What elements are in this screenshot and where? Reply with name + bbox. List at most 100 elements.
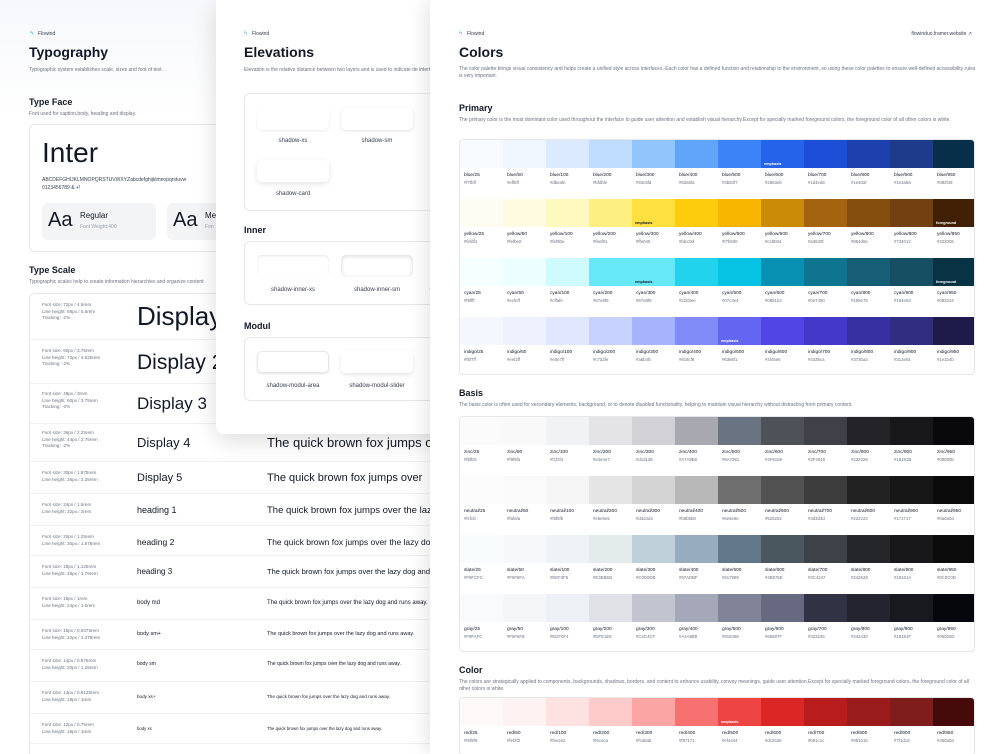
- color-swatch[interactable]: [761, 417, 804, 445]
- color-swatch[interactable]: [890, 258, 933, 286]
- color-swatch[interactable]: emphasis: [632, 258, 675, 286]
- color-swatch[interactable]: [546, 258, 589, 286]
- color-swatch[interactable]: [546, 535, 589, 563]
- color-swatch[interactable]: [589, 140, 632, 168]
- color-swatch[interactable]: [890, 199, 933, 227]
- color-swatch[interactable]: [503, 535, 546, 563]
- color-swatch[interactable]: [503, 594, 546, 622]
- website-link[interactable]: flowinduo.framer.website ↗: [911, 31, 972, 37]
- color-swatch[interactable]: [847, 594, 890, 622]
- color-swatch[interactable]: [632, 698, 675, 726]
- brand[interactable]: ϟ Flowind: [244, 31, 269, 37]
- color-swatch[interactable]: [460, 417, 503, 445]
- color-swatch[interactable]: emphasis: [718, 698, 761, 726]
- color-swatch[interactable]: [804, 199, 847, 227]
- color-swatch[interactable]: [546, 417, 589, 445]
- color-swatch[interactable]: [933, 417, 974, 445]
- color-swatch[interactable]: [632, 417, 675, 445]
- color-swatch[interactable]: [632, 594, 675, 622]
- color-swatch[interactable]: [503, 199, 546, 227]
- color-swatch[interactable]: [546, 317, 589, 345]
- color-swatch[interactable]: [546, 476, 589, 504]
- color-swatch[interactable]: [890, 417, 933, 445]
- color-swatch[interactable]: [589, 476, 632, 504]
- color-swatch[interactable]: [632, 140, 675, 168]
- color-swatch[interactable]: [460, 698, 503, 726]
- color-swatch[interactable]: foreground: [933, 258, 974, 286]
- color-swatch[interactable]: [890, 476, 933, 504]
- color-swatch[interactable]: emphasis: [718, 317, 761, 345]
- color-swatch[interactable]: [718, 476, 761, 504]
- color-swatch[interactable]: [589, 698, 632, 726]
- color-swatch[interactable]: [460, 317, 503, 345]
- color-swatch[interactable]: [675, 594, 718, 622]
- color-swatch[interactable]: [589, 199, 632, 227]
- color-swatch[interactable]: [718, 594, 761, 622]
- color-swatch[interactable]: [718, 258, 761, 286]
- color-swatch[interactable]: [718, 417, 761, 445]
- color-swatch[interactable]: [847, 476, 890, 504]
- color-swatch[interactable]: [761, 594, 804, 622]
- color-swatch[interactable]: [546, 199, 589, 227]
- brand[interactable]: ϟ Flowind: [30, 31, 55, 37]
- color-swatch[interactable]: [460, 535, 503, 563]
- color-swatch[interactable]: [804, 535, 847, 563]
- color-swatch[interactable]: [933, 140, 974, 168]
- color-swatch[interactable]: [804, 417, 847, 445]
- color-swatch[interactable]: [890, 594, 933, 622]
- color-swatch[interactable]: [503, 417, 546, 445]
- color-swatch[interactable]: [632, 535, 675, 563]
- color-swatch[interactable]: [460, 140, 503, 168]
- color-swatch[interactable]: [804, 258, 847, 286]
- color-swatch[interactable]: [761, 317, 804, 345]
- color-swatch[interactable]: [718, 535, 761, 563]
- color-swatch[interactable]: [675, 417, 718, 445]
- color-swatch[interactable]: [933, 535, 974, 563]
- color-swatch[interactable]: [546, 594, 589, 622]
- color-swatch[interactable]: [589, 317, 632, 345]
- color-swatch[interactable]: [933, 476, 974, 504]
- color-swatch[interactable]: [546, 698, 589, 726]
- color-swatch[interactable]: [503, 140, 546, 168]
- color-swatch[interactable]: [761, 698, 804, 726]
- color-swatch[interactable]: [718, 140, 761, 168]
- color-swatch[interactable]: [847, 199, 890, 227]
- color-swatch[interactable]: [761, 476, 804, 504]
- color-swatch[interactable]: [847, 258, 890, 286]
- color-swatch[interactable]: [933, 594, 974, 622]
- color-swatch[interactable]: [675, 535, 718, 563]
- color-swatch[interactable]: [804, 317, 847, 345]
- color-swatch[interactable]: [761, 199, 804, 227]
- color-swatch[interactable]: [804, 476, 847, 504]
- color-swatch[interactable]: [890, 317, 933, 345]
- color-swatch[interactable]: [589, 535, 632, 563]
- color-swatch[interactable]: [460, 258, 503, 286]
- color-swatch[interactable]: [847, 140, 890, 168]
- color-swatch[interactable]: [890, 140, 933, 168]
- color-swatch[interactable]: [589, 258, 632, 286]
- color-swatch[interactable]: [503, 698, 546, 726]
- color-swatch[interactable]: [847, 535, 890, 563]
- color-swatch[interactable]: [890, 698, 933, 726]
- color-swatch[interactable]: [503, 476, 546, 504]
- color-swatch[interactable]: [675, 199, 718, 227]
- color-swatch[interactable]: [761, 258, 804, 286]
- color-swatch[interactable]: foreground: [933, 199, 974, 227]
- color-swatch[interactable]: [847, 698, 890, 726]
- brand[interactable]: ϟ Flowind: [459, 31, 484, 37]
- color-swatch[interactable]: [460, 594, 503, 622]
- color-swatch[interactable]: [632, 317, 675, 345]
- color-swatch[interactable]: [804, 140, 847, 168]
- color-swatch[interactable]: [890, 535, 933, 563]
- color-swatch[interactable]: [546, 140, 589, 168]
- color-swatch[interactable]: [589, 417, 632, 445]
- color-swatch[interactable]: [933, 317, 974, 345]
- color-swatch[interactable]: [675, 476, 718, 504]
- color-swatch[interactable]: [460, 476, 503, 504]
- color-swatch[interactable]: [675, 317, 718, 345]
- color-swatch[interactable]: [632, 476, 675, 504]
- color-swatch[interactable]: emphasis: [761, 140, 804, 168]
- color-swatch[interactable]: [933, 698, 974, 726]
- color-swatch[interactable]: emphasis: [632, 199, 675, 227]
- color-swatch[interactable]: [503, 317, 546, 345]
